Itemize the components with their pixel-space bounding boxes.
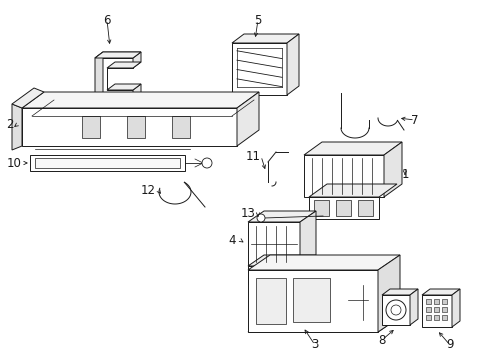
Polygon shape — [286, 34, 298, 95]
Circle shape — [202, 158, 212, 168]
Text: 6: 6 — [103, 14, 110, 27]
Polygon shape — [231, 34, 298, 43]
Polygon shape — [441, 315, 446, 320]
Polygon shape — [425, 315, 430, 320]
Text: 2: 2 — [6, 117, 14, 131]
Polygon shape — [107, 84, 141, 90]
Text: 1: 1 — [401, 167, 408, 180]
Polygon shape — [12, 104, 22, 150]
Polygon shape — [237, 92, 259, 146]
Polygon shape — [381, 289, 417, 295]
Text: 4: 4 — [228, 234, 235, 247]
Polygon shape — [292, 278, 329, 322]
Polygon shape — [247, 266, 299, 284]
Polygon shape — [381, 295, 409, 325]
Polygon shape — [425, 299, 430, 304]
Polygon shape — [377, 255, 399, 332]
Polygon shape — [425, 307, 430, 312]
Polygon shape — [357, 200, 372, 216]
Polygon shape — [433, 299, 438, 304]
Text: 5: 5 — [254, 14, 261, 27]
Polygon shape — [95, 52, 103, 100]
Polygon shape — [87, 98, 145, 104]
Polygon shape — [441, 307, 446, 312]
Text: 3: 3 — [311, 338, 318, 351]
Polygon shape — [256, 278, 285, 324]
Polygon shape — [335, 200, 350, 216]
Text: 12: 12 — [140, 184, 155, 197]
Text: 13: 13 — [240, 207, 255, 220]
Text: 10: 10 — [6, 157, 21, 170]
Polygon shape — [95, 52, 141, 58]
Polygon shape — [299, 211, 315, 266]
Polygon shape — [107, 62, 141, 68]
Polygon shape — [383, 142, 401, 197]
Polygon shape — [30, 155, 184, 171]
Polygon shape — [308, 197, 378, 219]
Polygon shape — [247, 317, 399, 332]
Polygon shape — [247, 211, 315, 222]
Polygon shape — [35, 158, 180, 168]
Polygon shape — [133, 52, 141, 68]
Polygon shape — [231, 43, 286, 95]
Polygon shape — [247, 255, 315, 266]
Polygon shape — [308, 184, 396, 197]
Polygon shape — [127, 116, 145, 138]
Polygon shape — [433, 315, 438, 320]
Text: 7: 7 — [410, 113, 418, 126]
Polygon shape — [95, 52, 141, 58]
Circle shape — [257, 214, 264, 222]
Circle shape — [390, 305, 400, 315]
Polygon shape — [247, 222, 299, 266]
Polygon shape — [22, 92, 259, 108]
Polygon shape — [441, 299, 446, 304]
Polygon shape — [95, 58, 133, 100]
Polygon shape — [451, 289, 459, 327]
Circle shape — [385, 300, 405, 320]
Polygon shape — [82, 116, 100, 138]
Text: 8: 8 — [378, 333, 385, 346]
Polygon shape — [22, 108, 237, 146]
Polygon shape — [87, 100, 137, 104]
Polygon shape — [421, 295, 451, 327]
Polygon shape — [133, 84, 141, 100]
Text: 11: 11 — [245, 149, 260, 162]
Polygon shape — [247, 255, 399, 270]
Polygon shape — [409, 289, 417, 325]
Polygon shape — [304, 142, 401, 155]
Text: 9: 9 — [446, 338, 453, 351]
Polygon shape — [313, 200, 328, 216]
Polygon shape — [172, 116, 190, 138]
Polygon shape — [247, 270, 377, 332]
Polygon shape — [433, 307, 438, 312]
Polygon shape — [304, 155, 383, 197]
Polygon shape — [421, 289, 459, 295]
Polygon shape — [12, 88, 44, 108]
